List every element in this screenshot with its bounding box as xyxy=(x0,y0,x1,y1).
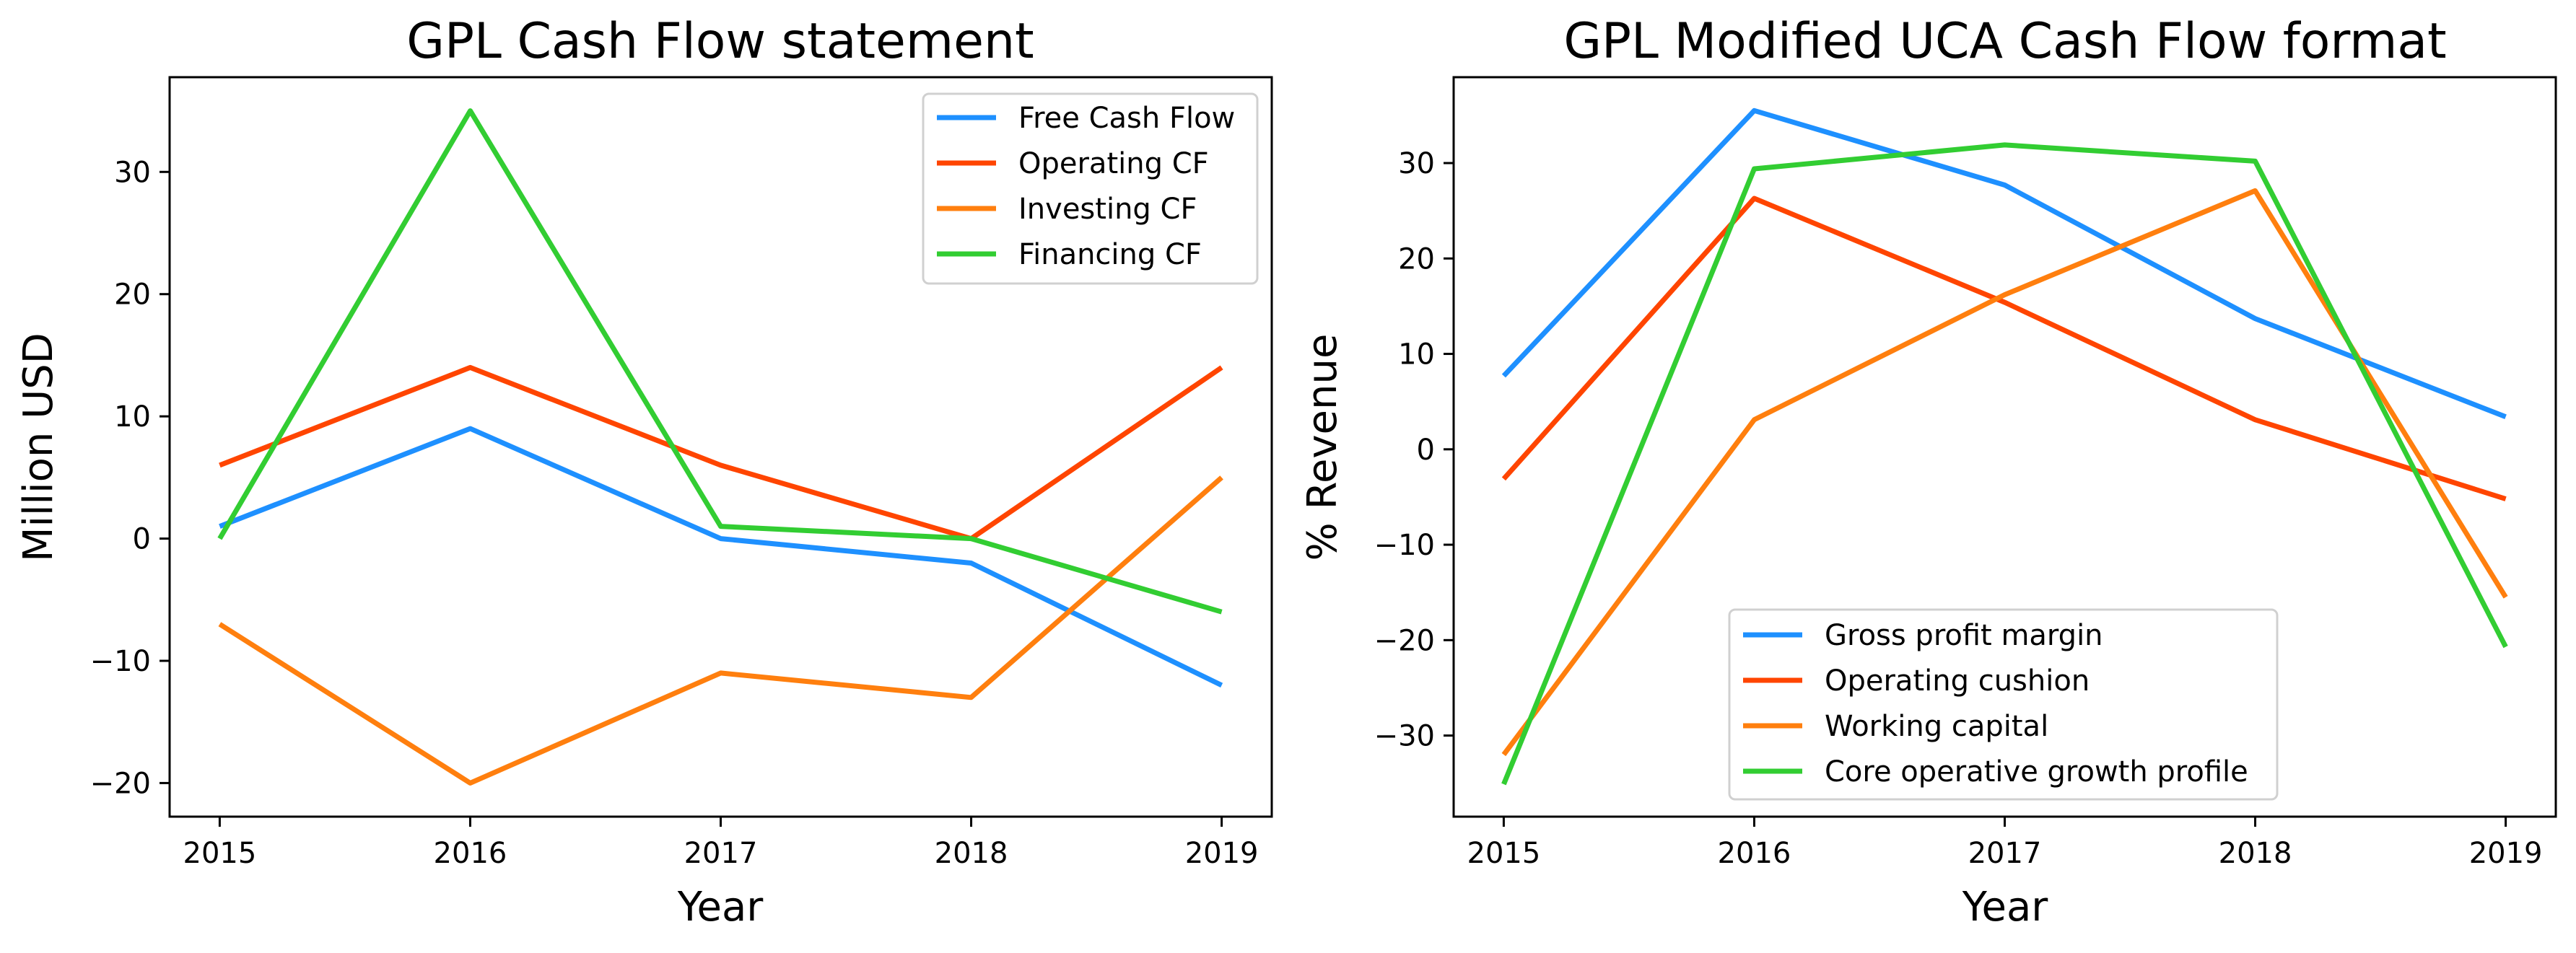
left-y-tick-label: −20 xyxy=(90,767,151,800)
left-x-axis-label: Year xyxy=(677,884,764,931)
right-x-tick-label: 2018 xyxy=(2219,837,2292,870)
right-y-tick-label: −20 xyxy=(1374,624,1435,657)
left-x-axis: 2015 2016 2017 2018 2019 xyxy=(183,817,1259,870)
right-series-line-core-operative-growth-profile xyxy=(1501,142,2508,786)
right-x-axis-label: Year xyxy=(1962,884,2049,931)
right-y-tick-label: 30 xyxy=(1398,147,1435,180)
right-y-tick-label: −10 xyxy=(1374,529,1435,562)
right-y-axis-label: % Revenue xyxy=(1299,334,1346,561)
left-legend-label-free-cash-flow: Free Cash Flow xyxy=(1018,102,1235,135)
right-x-tick-label: 2019 xyxy=(2469,837,2543,870)
left-legend-label-investing-cf: Investing CF xyxy=(1018,193,1197,226)
left-y-tick-label: 10 xyxy=(114,400,151,434)
left-y-tick-label: 20 xyxy=(114,278,151,312)
right-legend-label-gross-profit-margin: Gross profit margin xyxy=(1825,619,2103,652)
left-series-lines xyxy=(217,108,1223,786)
right-y-tick-label: 10 xyxy=(1398,338,1435,372)
right-y-tick-label: −30 xyxy=(1374,720,1435,753)
left-y-tick-label: −10 xyxy=(90,645,151,678)
left-series-line-operating-cf xyxy=(219,364,1223,542)
right-x-tick-label: 2017 xyxy=(1968,837,2042,870)
left-series-line-financing-cf xyxy=(217,108,1223,615)
right-x-axis: 2015 2016 2017 2018 2019 xyxy=(1467,817,2543,870)
right-series-lines xyxy=(1501,107,2508,786)
left-legend-box xyxy=(922,92,1259,285)
right-y-tick-label: 20 xyxy=(1398,242,1435,276)
right-x-tick-label: 2016 xyxy=(1718,837,1791,870)
left-y-axis: −20 −10 0 10 20 30 xyxy=(90,156,170,800)
left-legend: Free Cash Flow Operating CF Investing CF… xyxy=(922,92,1259,285)
right-y-axis: −30 −20 −10 0 10 20 30 xyxy=(1374,147,1454,753)
right-series-line-operating-cushion xyxy=(1501,196,2507,501)
left-y-axis-label: Million USD xyxy=(15,333,62,562)
left-series-line-free-cash-flow xyxy=(219,426,1223,688)
right-y-tick-label: 0 xyxy=(1417,434,1435,467)
left-chart-title: GPL Cash Flow statement xyxy=(406,13,1034,70)
left-x-tick-label: 2015 xyxy=(183,837,257,870)
left-legend-label-operating-cf: Operating CF xyxy=(1018,147,1209,180)
right-legend-label-operating-cushion: Operating cushion xyxy=(1825,664,2090,698)
right-chart: GPL Modified UCA Cash Flow format 2015 20… xyxy=(1299,13,2557,931)
right-chart-title: GPL Modified UCA Cash Flow format xyxy=(1563,13,2446,70)
right-legend: Gross profit margin Operating cushion Wo… xyxy=(1728,608,2279,801)
right-series-line-gross-profit-margin xyxy=(1501,107,2507,420)
left-x-tick-label: 2016 xyxy=(434,837,507,870)
left-series-line-investing-cf xyxy=(218,475,1223,786)
left-x-tick-label: 2019 xyxy=(1185,837,1259,870)
left-y-tick-label: 30 xyxy=(114,156,151,189)
left-x-tick-label: 2017 xyxy=(684,837,758,870)
left-chart: GPL Cash Flow statement 2015 2016 2017 2018… xyxy=(15,13,1273,931)
left-y-tick-label: 0 xyxy=(133,523,151,556)
right-x-tick-label: 2015 xyxy=(1467,837,1541,870)
left-legend-label-financing-cf: Financing CF xyxy=(1018,238,1202,271)
right-legend-box xyxy=(1728,608,2279,801)
right-legend-label-core-operative-growth-profile: Core operative growth profile xyxy=(1825,755,2248,789)
left-x-tick-label: 2018 xyxy=(935,837,1008,870)
right-legend-label-working-capital: Working capital xyxy=(1825,710,2048,743)
